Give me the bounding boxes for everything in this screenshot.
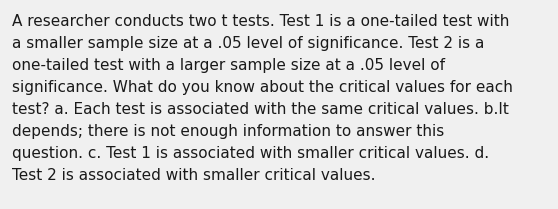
Text: A researcher conducts two t tests. Test 1 is a one-tailed test with: A researcher conducts two t tests. Test … (12, 14, 509, 29)
Text: one-tailed test with a larger sample size at a .05 level of: one-tailed test with a larger sample siz… (12, 58, 445, 73)
Text: significance. What do you know about the critical values for each: significance. What do you know about the… (12, 80, 513, 95)
Text: a smaller sample size at a .05 level of significance. Test 2 is a: a smaller sample size at a .05 level of … (12, 36, 484, 51)
Text: Test 2 is associated with smaller critical values.: Test 2 is associated with smaller critic… (12, 168, 376, 183)
Text: depends; there is not enough information to answer this: depends; there is not enough information… (12, 124, 444, 139)
Text: question. c. Test 1 is associated with smaller critical values. d.: question. c. Test 1 is associated with s… (12, 146, 489, 161)
Text: test? a. Each test is associated with the same critical values. b.It: test? a. Each test is associated with th… (12, 102, 509, 117)
